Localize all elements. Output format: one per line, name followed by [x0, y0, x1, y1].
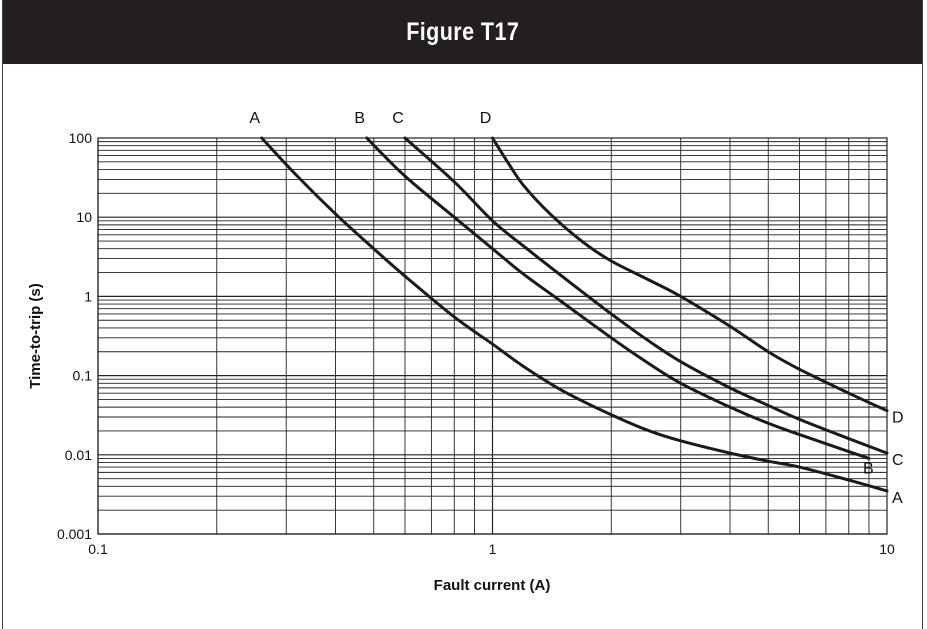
curve-d — [491, 136, 889, 413]
y-tick-label: 0.001 — [57, 526, 92, 542]
curve-a — [260, 136, 889, 493]
curve-c — [403, 136, 889, 455]
curve-label-top: B — [354, 110, 365, 127]
curve-label-end: B — [863, 460, 874, 477]
curve-label-end: D — [892, 410, 904, 427]
y-tick-label: 100 — [69, 130, 93, 146]
x-tick-label: 10 — [879, 541, 895, 557]
y-tick-label: 0.1 — [73, 368, 93, 384]
curve-label-top: A — [249, 110, 260, 127]
x-tick-label: 1 — [489, 541, 497, 557]
curve-label-end: A — [892, 490, 903, 507]
y-tick-label: 10 — [76, 209, 92, 225]
curve-label-top: C — [392, 110, 404, 127]
curve-b — [365, 136, 871, 460]
curve-label-end: C — [892, 452, 904, 469]
chart-grid — [97, 138, 887, 535]
chart-curves — [260, 136, 889, 493]
y-tick-label: 1 — [84, 288, 92, 304]
figure-title: Figure T17 — [405, 17, 520, 46]
y-tick-label: 0.01 — [65, 447, 92, 463]
tick-labels: 0.1 1 10 0.001 0.01 0.1 1 10 100 — [57, 130, 895, 557]
curve-label-top: D — [480, 110, 492, 127]
figure-header: Figure T17 — [3, 0, 922, 64]
x-axis-label: Fault current (A) — [434, 577, 551, 594]
curve-labels: A B C D D C B A — [249, 110, 903, 507]
x-tick-label: 0.1 — [88, 541, 108, 557]
y-axis-label: Time-to-trip (s) — [27, 283, 44, 389]
